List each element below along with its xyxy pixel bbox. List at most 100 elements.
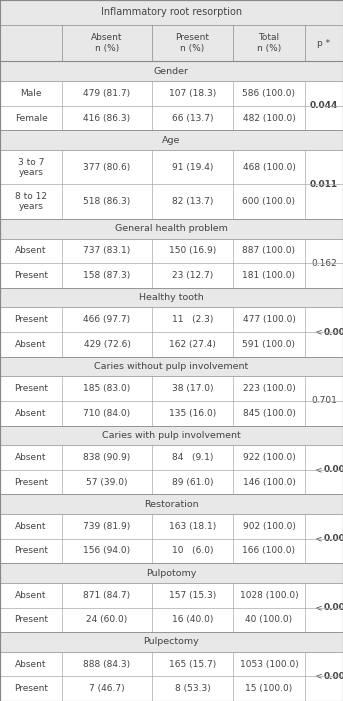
Text: 902 (100.0): 902 (100.0) — [243, 522, 295, 531]
Text: 429 (72.6): 429 (72.6) — [84, 340, 130, 349]
Text: 223 (100.0): 223 (100.0) — [243, 384, 295, 393]
Text: 146 (100.0): 146 (100.0) — [243, 477, 295, 486]
Text: 82 (13.7): 82 (13.7) — [172, 197, 213, 206]
Text: Absent: Absent — [15, 453, 47, 462]
Bar — [0, 219, 343, 238]
Text: 16 (40.0): 16 (40.0) — [172, 615, 213, 625]
Text: 586 (100.0): 586 (100.0) — [243, 89, 296, 98]
Text: 479 (81.7): 479 (81.7) — [83, 89, 131, 98]
Text: Healthy tooth: Healthy tooth — [139, 293, 204, 302]
Text: Present: Present — [14, 615, 48, 625]
Text: 66 (13.7): 66 (13.7) — [172, 114, 213, 123]
Text: Present: Present — [14, 315, 48, 325]
Text: 84   (9.1): 84 (9.1) — [172, 453, 213, 462]
Text: Gender: Gender — [154, 67, 189, 76]
Text: 162 (27.4): 162 (27.4) — [169, 340, 216, 349]
Text: 185 (83.0): 185 (83.0) — [83, 384, 131, 393]
Text: 135 (16.0): 135 (16.0) — [169, 409, 216, 418]
Text: 0.001: 0.001 — [324, 672, 343, 681]
Bar — [0, 608, 343, 632]
Text: 710 (84.0): 710 (84.0) — [83, 409, 131, 418]
Text: 0.001: 0.001 — [324, 465, 343, 475]
Text: Absent: Absent — [15, 591, 47, 600]
Bar — [0, 288, 343, 308]
Text: 591 (100.0): 591 (100.0) — [243, 340, 296, 349]
Text: 466 (97.7): 466 (97.7) — [83, 315, 131, 325]
Text: 0.162: 0.162 — [311, 259, 337, 268]
Text: Present
n (%): Present n (%) — [176, 34, 210, 53]
Text: Pulpotomy: Pulpotomy — [146, 569, 197, 578]
Text: Present: Present — [14, 271, 48, 280]
Text: 89 (61.0): 89 (61.0) — [172, 477, 213, 486]
Bar — [0, 106, 343, 130]
Bar — [0, 676, 343, 701]
Bar — [0, 376, 343, 401]
Text: 15 (100.0): 15 (100.0) — [245, 684, 293, 693]
Text: Absent: Absent — [15, 246, 47, 255]
Text: 518 (86.3): 518 (86.3) — [83, 197, 131, 206]
Bar — [0, 184, 343, 219]
Text: <: < — [315, 534, 323, 543]
Text: 0.011: 0.011 — [310, 180, 338, 189]
Text: Age: Age — [162, 136, 181, 144]
Text: 156 (94.0): 156 (94.0) — [83, 547, 131, 555]
Bar — [0, 583, 343, 608]
Bar — [0, 445, 343, 470]
Bar — [0, 538, 343, 564]
Text: Present: Present — [14, 684, 48, 693]
Text: Caries with pulp involvement: Caries with pulp involvement — [102, 431, 241, 440]
Bar — [0, 494, 343, 514]
Bar — [0, 25, 343, 62]
Text: 166 (100.0): 166 (100.0) — [243, 547, 296, 555]
Text: 1028 (100.0): 1028 (100.0) — [240, 591, 298, 600]
Text: 922 (100.0): 922 (100.0) — [243, 453, 295, 462]
Text: 181 (100.0): 181 (100.0) — [243, 271, 296, 280]
Bar — [0, 401, 343, 426]
Text: 377 (80.6): 377 (80.6) — [83, 163, 131, 172]
Text: 38 (17.0): 38 (17.0) — [172, 384, 213, 393]
Bar — [0, 0, 343, 25]
Text: 739 (81.9): 739 (81.9) — [83, 522, 131, 531]
Text: 416 (86.3): 416 (86.3) — [83, 114, 131, 123]
Text: <: < — [315, 327, 323, 336]
Text: 871 (84.7): 871 (84.7) — [83, 591, 131, 600]
Text: Absent: Absent — [15, 409, 47, 418]
Text: 838 (90.9): 838 (90.9) — [83, 453, 131, 462]
Text: 737 (83.1): 737 (83.1) — [83, 246, 131, 255]
Bar — [0, 238, 343, 263]
Text: 11   (2.3): 11 (2.3) — [172, 315, 213, 325]
Text: Pulpectomy: Pulpectomy — [144, 637, 199, 646]
Text: 0.001: 0.001 — [324, 603, 343, 612]
Bar — [0, 652, 343, 676]
Text: Female: Female — [15, 114, 47, 123]
Text: 23 (12.7): 23 (12.7) — [172, 271, 213, 280]
Text: Restoration: Restoration — [144, 500, 199, 509]
Text: Absent: Absent — [15, 340, 47, 349]
Bar — [0, 514, 343, 538]
Text: 157 (15.3): 157 (15.3) — [169, 591, 216, 600]
Text: 7 (46.7): 7 (46.7) — [89, 684, 125, 693]
Text: 845 (100.0): 845 (100.0) — [243, 409, 295, 418]
Bar — [0, 130, 343, 150]
Text: 91 (19.4): 91 (19.4) — [172, 163, 213, 172]
Text: 163 (18.1): 163 (18.1) — [169, 522, 216, 531]
Text: 477 (100.0): 477 (100.0) — [243, 315, 295, 325]
Text: 600 (100.0): 600 (100.0) — [243, 197, 296, 206]
Text: 24 (60.0): 24 (60.0) — [86, 615, 128, 625]
Text: 8 (53.3): 8 (53.3) — [175, 684, 210, 693]
Text: 158 (87.3): 158 (87.3) — [83, 271, 131, 280]
Bar — [0, 308, 343, 332]
Text: Present: Present — [14, 477, 48, 486]
Text: 150 (16.9): 150 (16.9) — [169, 246, 216, 255]
Bar — [0, 426, 343, 445]
Text: 482 (100.0): 482 (100.0) — [243, 114, 295, 123]
Bar — [0, 62, 343, 81]
Bar — [0, 470, 343, 494]
Bar — [0, 332, 343, 357]
Bar — [0, 263, 343, 288]
Text: 0.001: 0.001 — [324, 534, 343, 543]
Text: 0.701: 0.701 — [311, 397, 337, 405]
Text: General health problem: General health problem — [115, 224, 228, 233]
Text: Present: Present — [14, 384, 48, 393]
Bar — [0, 564, 343, 583]
